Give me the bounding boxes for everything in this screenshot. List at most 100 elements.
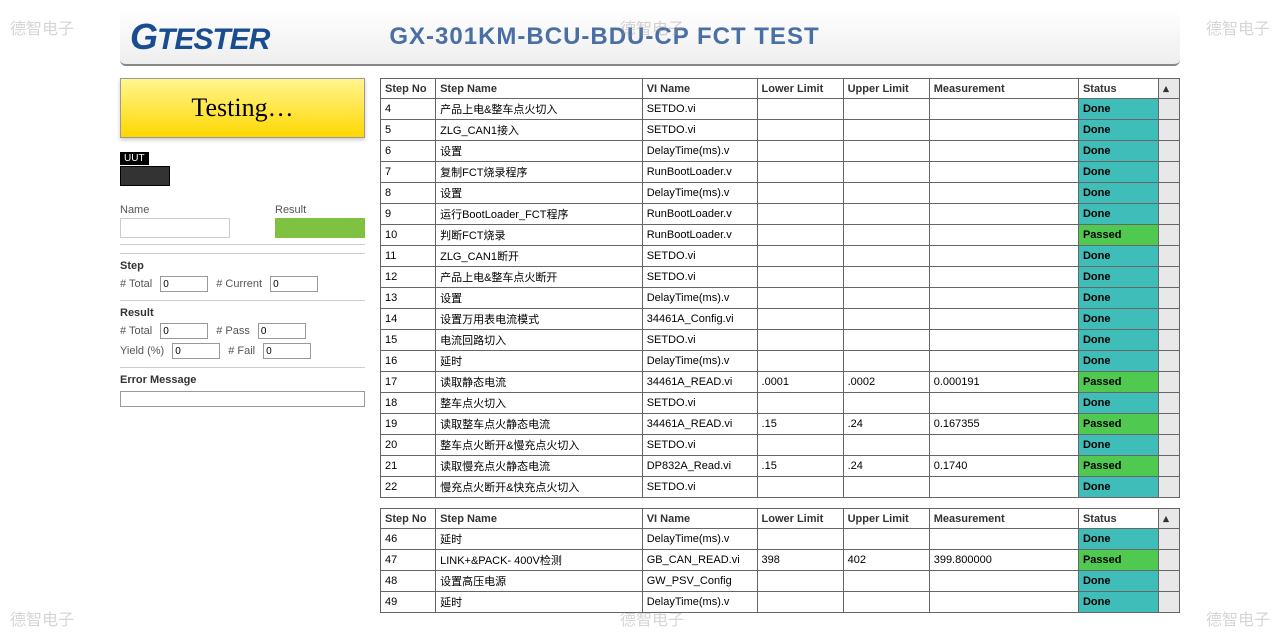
table-row[interactable]: 12产品上电&整车点火断开SETDO.viDone <box>381 267 1180 288</box>
cell <box>843 141 929 162</box>
scrollbar-track[interactable] <box>1159 393 1180 414</box>
table-row[interactable]: 19读取整车点火静态电流34461A_READ.vi.15.240.167355… <box>381 414 1180 435</box>
scrollbar-track[interactable] <box>1159 351 1180 372</box>
cell <box>757 141 843 162</box>
scrollbar-track[interactable] <box>1159 120 1180 141</box>
column-header: Upper Limit <box>843 509 929 529</box>
table-row[interactable]: 13设置DelayTime(ms).vDone <box>381 288 1180 309</box>
scrollbar-track[interactable] <box>1159 183 1180 204</box>
scrollbar-track[interactable] <box>1159 288 1180 309</box>
cell: 设置高压电源 <box>436 571 643 592</box>
table-row[interactable]: 14设置万用表电流模式34461A_Config.viDone <box>381 309 1180 330</box>
scrollbar-track[interactable] <box>1159 456 1180 477</box>
scrollbar-track[interactable] <box>1159 246 1180 267</box>
scrollbar-track[interactable] <box>1159 162 1180 183</box>
cell: DelayTime(ms).v <box>642 592 757 613</box>
status-badge: Done <box>1078 267 1158 288</box>
rtotal-input[interactable] <box>160 323 208 339</box>
cell: 7 <box>381 162 436 183</box>
name-input[interactable] <box>120 218 230 238</box>
cell: 15 <box>381 330 436 351</box>
cell: DP832A_Read.vi <box>642 456 757 477</box>
table-row[interactable]: 49延时DelayTime(ms).vDone <box>381 592 1180 613</box>
scrollbar-track[interactable] <box>1159 592 1180 613</box>
cell <box>929 477 1078 498</box>
cell: SETDO.vi <box>642 393 757 414</box>
cell: ZLG_CAN1断开 <box>436 246 643 267</box>
table-row[interactable]: 15电流回路切入SETDO.viDone <box>381 330 1180 351</box>
cell <box>929 571 1078 592</box>
scrollbar-track[interactable] <box>1159 550 1180 571</box>
cell: ZLG_CAN1接入 <box>436 120 643 141</box>
status-badge: Done <box>1078 330 1158 351</box>
uut-panel: UUT <box>120 148 365 186</box>
pass-label: # Pass <box>216 325 250 337</box>
cell: 10 <box>381 225 436 246</box>
table-row[interactable]: 8设置DelayTime(ms).vDone <box>381 183 1180 204</box>
table-row[interactable]: 17读取静态电流34461A_READ.vi.0001.00020.000191… <box>381 372 1180 393</box>
cell <box>757 435 843 456</box>
table-row[interactable]: 9运行BootLoader_FCT程序RunBootLoader.vDone <box>381 204 1180 225</box>
cell: 17 <box>381 372 436 393</box>
table-row[interactable]: 11ZLG_CAN1断开SETDO.viDone <box>381 246 1180 267</box>
cell: 延时 <box>436 351 643 372</box>
cell: 16 <box>381 351 436 372</box>
scrollbar-track[interactable] <box>1159 435 1180 456</box>
yield-input[interactable] <box>172 343 220 359</box>
cell: 13 <box>381 288 436 309</box>
table-row[interactable]: 4产品上电&整车点火切入SETDO.viDone <box>381 99 1180 120</box>
table-row[interactable]: 47LINK+&PACK- 400V检测GB_CAN_READ.vi398402… <box>381 550 1180 571</box>
status-badge: Done <box>1078 99 1158 120</box>
cell: 读取慢充点火静态电流 <box>436 456 643 477</box>
table-row[interactable]: 18整车点火切入SETDO.viDone <box>381 393 1180 414</box>
column-header: Step Name <box>436 79 643 99</box>
cell <box>929 120 1078 141</box>
cell: 21 <box>381 456 436 477</box>
scrollbar-track[interactable] <box>1159 204 1180 225</box>
cell <box>843 120 929 141</box>
status-badge: Done <box>1078 309 1158 330</box>
scrollbar-track[interactable] <box>1159 99 1180 120</box>
scrollbar-track[interactable] <box>1159 267 1180 288</box>
table-row[interactable]: 16延时DelayTime(ms).vDone <box>381 351 1180 372</box>
table-row[interactable]: 48设置高压电源GW_PSV_ConfigDone <box>381 571 1180 592</box>
scrollbar-track[interactable] <box>1159 330 1180 351</box>
cell: 运行BootLoader_FCT程序 <box>436 204 643 225</box>
cell <box>929 267 1078 288</box>
status-badge: Done <box>1078 393 1158 414</box>
scroll-up-icon[interactable]: ▴ <box>1159 79 1180 99</box>
cell: 398 <box>757 550 843 571</box>
cell <box>757 571 843 592</box>
table-row[interactable]: 6设置DelayTime(ms).vDone <box>381 141 1180 162</box>
cell: 设置 <box>436 141 643 162</box>
table-row[interactable]: 7复制FCT烧录程序RunBootLoader.vDone <box>381 162 1180 183</box>
scroll-up-icon[interactable]: ▴ <box>1159 509 1180 529</box>
table-row[interactable]: 10判断FCT烧录RunBootLoader.vPassed <box>381 225 1180 246</box>
error-message-input[interactable] <box>120 391 365 407</box>
cell: 电流回路切入 <box>436 330 643 351</box>
table-row[interactable]: 21读取慢充点火静态电流DP832A_Read.vi.15.240.1740Pa… <box>381 456 1180 477</box>
current-input[interactable] <box>270 276 318 292</box>
scrollbar-track[interactable] <box>1159 529 1180 550</box>
scrollbar-track[interactable] <box>1159 571 1180 592</box>
error-message-title: Error Message <box>120 374 365 386</box>
status-badge: Done <box>1078 246 1158 267</box>
scrollbar-track[interactable] <box>1159 225 1180 246</box>
cell: .24 <box>843 456 929 477</box>
pass-input[interactable] <box>258 323 306 339</box>
scrollbar-track[interactable] <box>1159 141 1180 162</box>
table-row[interactable]: 5ZLG_CAN1接入SETDO.viDone <box>381 120 1180 141</box>
table-row[interactable]: 20整车点火断开&慢充点火切入SETDO.viDone <box>381 435 1180 456</box>
table-row[interactable]: 46延时DelayTime(ms).vDone <box>381 529 1180 550</box>
scrollbar-track[interactable] <box>1159 309 1180 330</box>
table-row[interactable]: 22慢充点火断开&快充点火切入SETDO.viDone <box>381 477 1180 498</box>
scrollbar-track[interactable] <box>1159 372 1180 393</box>
cell <box>757 183 843 204</box>
total-input[interactable] <box>160 276 208 292</box>
scrollbar-track[interactable] <box>1159 414 1180 435</box>
result-bar <box>275 218 365 238</box>
scrollbar-track[interactable] <box>1159 477 1180 498</box>
cell: 延时 <box>436 592 643 613</box>
cell: DelayTime(ms).v <box>642 141 757 162</box>
fail-input[interactable] <box>263 343 311 359</box>
